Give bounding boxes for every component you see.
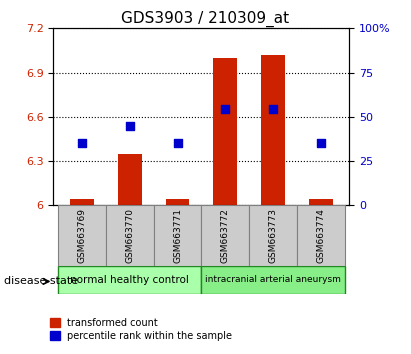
Point <box>317 141 324 146</box>
Text: GSM663769: GSM663769 <box>78 208 87 263</box>
Text: normal healthy control: normal healthy control <box>70 275 189 285</box>
Point <box>127 123 133 129</box>
FancyBboxPatch shape <box>297 205 344 266</box>
FancyBboxPatch shape <box>58 266 201 294</box>
Text: GSM663774: GSM663774 <box>316 208 325 263</box>
Point <box>222 107 229 112</box>
Text: GDS3903 / 210309_at: GDS3903 / 210309_at <box>121 11 290 27</box>
Legend: transformed count, percentile rank within the sample: transformed count, percentile rank withi… <box>46 314 236 344</box>
Text: GSM663771: GSM663771 <box>173 208 182 263</box>
Point <box>174 141 181 146</box>
Bar <box>309 199 332 205</box>
Bar <box>166 199 189 205</box>
FancyBboxPatch shape <box>249 205 297 266</box>
Text: GSM663770: GSM663770 <box>125 208 134 263</box>
Bar <box>261 55 285 205</box>
Text: GSM663772: GSM663772 <box>221 208 230 263</box>
Point <box>79 141 85 146</box>
FancyBboxPatch shape <box>106 205 154 266</box>
Text: intracranial arterial aneurysm: intracranial arterial aneurysm <box>205 275 341 284</box>
FancyBboxPatch shape <box>58 205 106 266</box>
Point <box>270 107 276 112</box>
Bar <box>70 199 94 205</box>
Bar <box>213 58 237 205</box>
FancyBboxPatch shape <box>201 205 249 266</box>
Bar <box>118 154 142 205</box>
FancyBboxPatch shape <box>201 266 344 294</box>
FancyBboxPatch shape <box>154 205 201 266</box>
Text: disease state: disease state <box>4 276 78 286</box>
Text: GSM663773: GSM663773 <box>268 208 277 263</box>
